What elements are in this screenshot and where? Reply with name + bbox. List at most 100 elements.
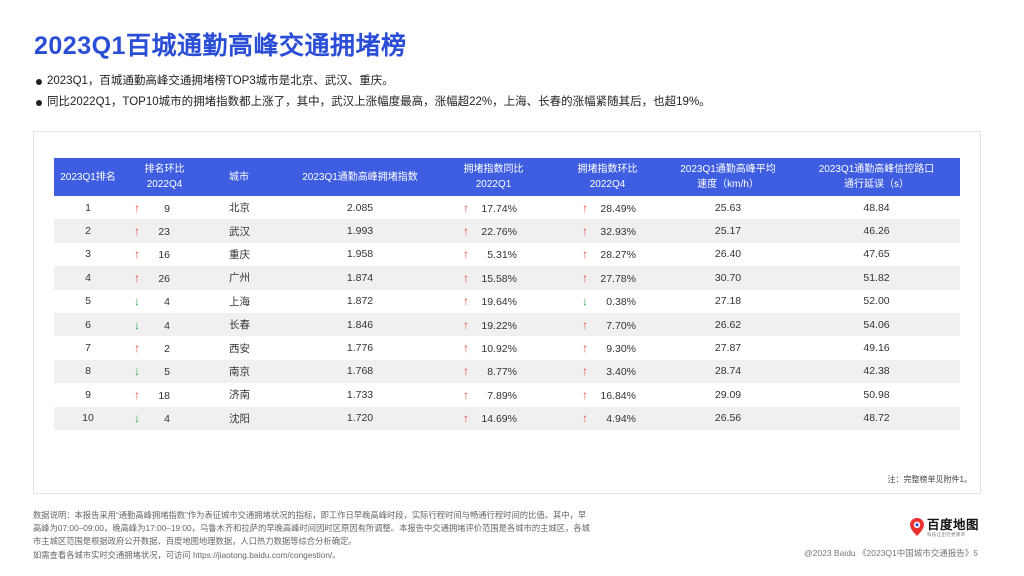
table-row: 8 ↓ 5 南京 1.768 ↑ 8.77% ↑ 3.40% 28.74 42.38 [54, 359, 960, 384]
cell-city: 长春 [207, 312, 285, 337]
arrow-up-icon: ↑ [582, 247, 588, 262]
map-pin-icon [910, 518, 924, 536]
arrow-up-icon: ↑ [582, 224, 588, 239]
cell-rank-change-value: 26 [158, 272, 170, 285]
cell-yoy-value: 10.92% [481, 343, 517, 356]
cell-rank-change-value: 4 [164, 319, 170, 332]
table-note: 注：完整榜单见附件1。 [887, 475, 972, 484]
logo-tagline: 科技让出行更简单 [927, 532, 966, 537]
cell-index: 1.958 [346, 248, 374, 261]
cell-qoq: ↑ 28.27% [552, 243, 663, 266]
cell-rank-change: ↓ 4 [122, 312, 207, 337]
arrow-down-icon: ↓ [134, 411, 140, 426]
cell-qoq: ↑ 7.70% [552, 312, 663, 337]
table-row: 2 ↑ 23 武汉 1.993 ↑ 22.76% ↑ 32.93% 25.17 46.26 [54, 219, 960, 243]
header-rank-change: 排名环比 2022Q4 [122, 158, 207, 196]
table-row: 1 ↑ 9 北京 2.085 ↑ 17.74% ↑ 28.49% 25.63 48.84 [54, 196, 960, 219]
cell-rank-change-value: 4 [164, 296, 170, 309]
footnote-line: 市主城区范围是根据政府公开数据、百度地图地理数据，人口热力数据等综合分析确定。 [33, 536, 357, 547]
cell-rank-change-value: 4 [164, 413, 170, 426]
cell-index: 2.085 [346, 201, 374, 214]
cell-qoq: ↑ 32.93% [552, 219, 663, 243]
summary-bullet: 同比2022Q1，TOP10城市的拥堵指数都上涨了，其中，武汉上涨幅度最高，涨幅… [36, 92, 986, 113]
cell-city: 武汉 [207, 219, 285, 243]
arrow-up-icon: ↑ [463, 270, 469, 285]
cell-index: 1.872 [346, 295, 374, 308]
cell-yoy-value: 17.74% [481, 202, 517, 215]
arrow-up-icon: ↑ [463, 364, 469, 379]
cell-qoq: ↑ 9.30% [552, 336, 663, 359]
cell-rank: 1 [85, 201, 91, 214]
arrow-down-icon: ↓ [134, 294, 140, 309]
cell-delay: 51.82 [793, 266, 960, 290]
arrow-up-icon: ↑ [463, 411, 469, 426]
arrow-up-icon: ↑ [134, 200, 140, 215]
cell-yoy-value: 15.58% [481, 272, 517, 285]
arrow-up-icon: ↑ [134, 270, 140, 285]
table-row: 10 ↓ 4 沈阳 1.720 ↑ 14.69% ↑ 4.94% 26.56 48.72 [54, 406, 960, 430]
cell-city: 重庆 [229, 248, 250, 261]
cell-delay: 48.84 [863, 201, 890, 214]
cell-index: 1.768 [285, 359, 435, 384]
cell-yoy-value: 5.31% [487, 249, 517, 262]
cell-speed: 26.62 [663, 312, 793, 337]
cell-yoy: ↑ 14.69% [435, 406, 552, 430]
cell-qoq: ↑ 3.40% [552, 359, 663, 384]
cell-delay: 54.06 [793, 312, 960, 337]
congestion-ranking-table: 2023Q1排名 排名环比 2022Q4 城市 2023Q1通勤高峰拥堵指数 拥堵… [54, 158, 960, 430]
cell-speed: 30.70 [663, 266, 793, 290]
cell-yoy-value: 22.76% [481, 226, 517, 239]
data-footnote: 数据说明：本报告采用“通勤高峰拥堵指数”作为表征城市交通拥堵状况的指标，即工作日… [33, 509, 657, 562]
cell-rank: 8 [54, 359, 122, 384]
cell-speed: 25.17 [663, 219, 793, 243]
cell-qoq-value: 4.94% [606, 413, 636, 426]
cell-speed: 27.18 [714, 295, 742, 308]
cell-speed: 28.74 [663, 359, 793, 384]
arrow-up-icon: ↑ [582, 317, 588, 332]
table-row: 7 ↑ 2 西安 1.776 ↑ 10.92% ↑ 9.30% 27.87 49.16 [54, 336, 960, 359]
cell-qoq-value: 28.27% [600, 249, 636, 262]
cell-rank-change-value: 2 [164, 343, 170, 356]
cell-delay: 49.16 [863, 342, 890, 355]
arrow-up-icon: ↑ [463, 341, 469, 356]
cell-city: 济南 [229, 389, 250, 402]
arrow-down-icon: ↓ [134, 364, 140, 379]
header-index: 2023Q1通勤高峰拥堵指数 [285, 158, 435, 196]
cell-yoy: ↑ 19.22% [435, 312, 552, 337]
cell-rank: 7 [85, 342, 91, 355]
cell-index: 1.993 [285, 219, 435, 243]
cell-delay: 47.65 [863, 248, 890, 261]
cell-yoy: ↑ 17.74% [435, 196, 552, 219]
cell-city: 上海 [229, 295, 250, 308]
summary-bullets: 2023Q1，百城通勤高峰交通拥堵榜TOP3城市是北京、武汉、重庆。 同比202… [36, 71, 986, 113]
cell-city: 广州 [207, 266, 285, 290]
header-yoy: 拥堵指数同比 2022Q1 [435, 158, 552, 196]
cell-yoy: ↑ 7.89% [435, 383, 552, 406]
cell-qoq-value: 32.93% [600, 226, 636, 239]
cell-speed: 26.40 [714, 248, 742, 261]
cell-speed: 25.63 [714, 201, 742, 214]
cell-delay: 52.00 [863, 295, 890, 308]
cell-rank: 6 [54, 312, 122, 337]
cell-rank: 3 [85, 248, 91, 261]
cell-city: 北京 [229, 202, 250, 215]
cell-qoq: ↑ 16.84% [552, 383, 663, 406]
cell-yoy: ↑ 10.92% [435, 336, 552, 359]
cell-rank: 5 [85, 295, 91, 308]
cell-index: 1.874 [285, 266, 435, 290]
cell-city: 沈阳 [207, 406, 285, 430]
table-row: 4 ↑ 26 广州 1.874 ↑ 15.58% ↑ 27.78% 30.70 51.82 [54, 266, 960, 290]
cell-speed: 26.56 [663, 406, 793, 430]
table-row: 3 ↑ 16 重庆 1.958 ↑ 5.31% ↑ 28.27% 26.40 47.65 [54, 243, 960, 266]
cell-speed: 29.09 [714, 388, 742, 401]
cell-speed: 27.87 [714, 342, 742, 355]
cell-qoq: ↑ 28.49% [552, 196, 663, 219]
cell-rank-change-value: 9 [164, 202, 170, 215]
logo-name: 百度地图 [927, 518, 980, 532]
summary-bullet: 2023Q1，百城通勤高峰交通拥堵榜TOP3城市是北京、武汉、重庆。 [36, 71, 986, 92]
cell-rank-change: ↑ 2 [122, 336, 207, 359]
cell-yoy: ↑ 5.31% [435, 243, 552, 266]
cell-rank-change: ↑ 9 [122, 196, 207, 219]
footnote-line: 如需查看各城市实时交通拥堵状况，可访问 https://jiaotong.bai… [33, 549, 341, 560]
arrow-up-icon: ↑ [582, 411, 588, 426]
